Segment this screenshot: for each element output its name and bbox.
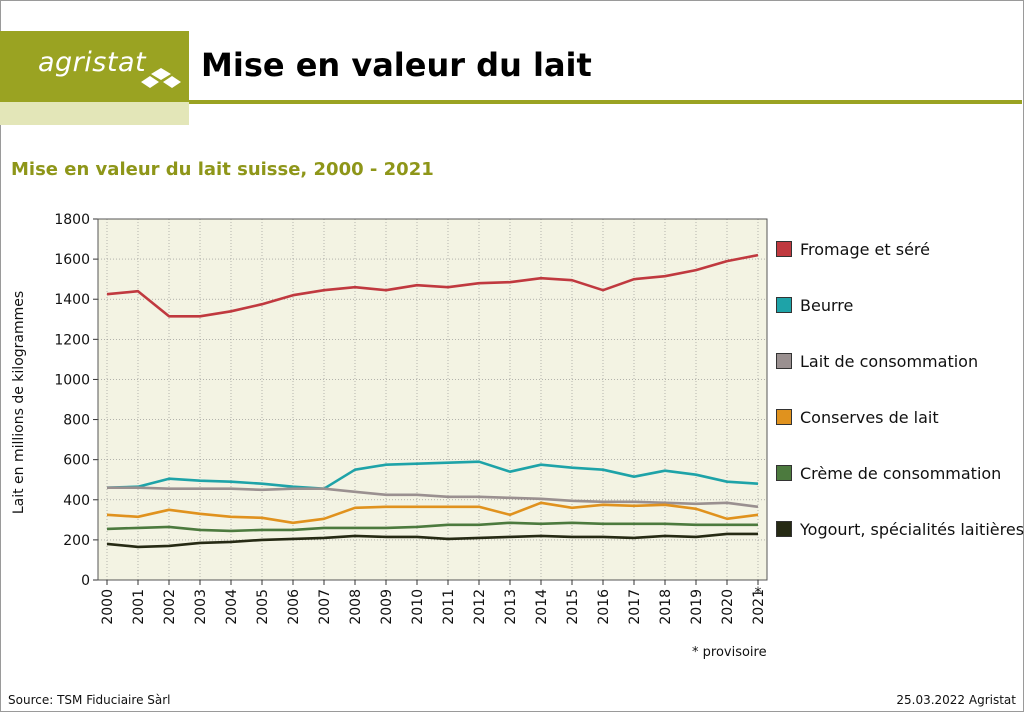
logo-diamond-icon bbox=[141, 68, 181, 88]
legend-swatch bbox=[776, 521, 792, 537]
source-credit: Source: TSM Fiduciaire Sàrl bbox=[8, 693, 171, 707]
series-line-2 bbox=[106, 460, 759, 491]
x-tick-label: 2019 bbox=[689, 589, 705, 625]
legend-swatch bbox=[776, 409, 792, 425]
legend-item: Lait de consommation bbox=[776, 350, 978, 372]
legend-item: Fromage et séré bbox=[776, 238, 930, 260]
legend-label: Conserves de lait bbox=[800, 407, 939, 427]
x-tick-label: 2021 bbox=[751, 589, 767, 625]
logo-strip bbox=[0, 102, 189, 125]
x-tick-label: 2005 bbox=[255, 589, 271, 625]
legend-label: Beurre bbox=[800, 295, 854, 315]
x-tick-label: 2013 bbox=[503, 589, 519, 625]
date-credit: 25.03.2022 Agristat bbox=[896, 693, 1016, 707]
logo-box bbox=[0, 31, 189, 102]
chart-title: Mise en valeur du lait suisse, 2000 - 20… bbox=[11, 159, 434, 180]
x-provisional-marker: * bbox=[755, 585, 762, 601]
header-rule bbox=[189, 100, 1022, 104]
y-tick-label: 0 bbox=[81, 573, 90, 589]
y-tick-label: 1200 bbox=[54, 332, 90, 348]
legend-swatch bbox=[776, 353, 792, 369]
x-tick-label: 2003 bbox=[193, 589, 209, 625]
y-tick-label: 800 bbox=[63, 413, 90, 429]
y-tick-label: 1400 bbox=[54, 292, 90, 308]
y-axis-label: Lait en millions de kilogrammes bbox=[11, 291, 27, 514]
series-line-4 bbox=[106, 501, 759, 525]
plot-frame bbox=[97, 218, 768, 581]
x-tick-label: 2011 bbox=[441, 589, 457, 625]
legend-item: Beurre bbox=[776, 294, 853, 316]
x-tick-label: 2014 bbox=[534, 589, 550, 625]
x-tick-label: 2006 bbox=[286, 589, 302, 625]
x-tick-label: 2016 bbox=[596, 589, 612, 625]
y-tick-label: 1600 bbox=[54, 252, 90, 268]
y-tick-label: 1800 bbox=[54, 212, 90, 228]
x-tick-label: 2018 bbox=[658, 589, 674, 625]
x-tick-label: 2020 bbox=[720, 589, 736, 625]
x-tick-label: 2010 bbox=[410, 589, 426, 625]
legend-item: Crème de consommation bbox=[776, 462, 1001, 484]
x-tick-label: 2007 bbox=[317, 589, 333, 625]
page-title: Mise en valeur du lait bbox=[201, 46, 592, 84]
series-line-6 bbox=[106, 532, 758, 549]
legend-swatch bbox=[776, 297, 792, 313]
series-line-5 bbox=[106, 521, 758, 533]
y-tick-label: 1000 bbox=[54, 372, 90, 388]
legend-label: Fromage et séré bbox=[800, 239, 930, 259]
series-line-3 bbox=[107, 486, 759, 509]
legend-item: Yogourt, spécialités laitières bbox=[776, 518, 1024, 540]
y-tick-label: 200 bbox=[63, 533, 90, 549]
x-tick-label: 2001 bbox=[131, 589, 147, 625]
y-tick-label: 600 bbox=[63, 453, 90, 469]
logo-text: agristat bbox=[38, 47, 147, 78]
legend-label: Lait de consommation bbox=[800, 351, 979, 371]
x-tick-label: 2004 bbox=[224, 589, 240, 625]
x-tick-label: 2017 bbox=[627, 589, 643, 625]
x-tick-label: 2002 bbox=[162, 589, 178, 625]
x-tick-label: 2000 bbox=[100, 589, 116, 625]
series-line-1 bbox=[106, 253, 759, 318]
x-tick-label: 2015 bbox=[565, 589, 581, 625]
x-tick-label: 2008 bbox=[348, 589, 364, 625]
footnote: * provisoire bbox=[692, 645, 767, 660]
x-tick-label: 2012 bbox=[472, 589, 488, 625]
legend-swatch bbox=[776, 241, 792, 257]
legend-label: Crème de consommation bbox=[800, 463, 1002, 483]
legend-label: Yogourt, spécialités laitières bbox=[800, 519, 1024, 539]
y-tick-label: 400 bbox=[63, 493, 90, 509]
plot-area bbox=[98, 219, 767, 580]
legend-item: Conserves de lait bbox=[776, 406, 939, 428]
x-tick-label: 2009 bbox=[379, 589, 395, 625]
legend-swatch bbox=[776, 465, 792, 481]
